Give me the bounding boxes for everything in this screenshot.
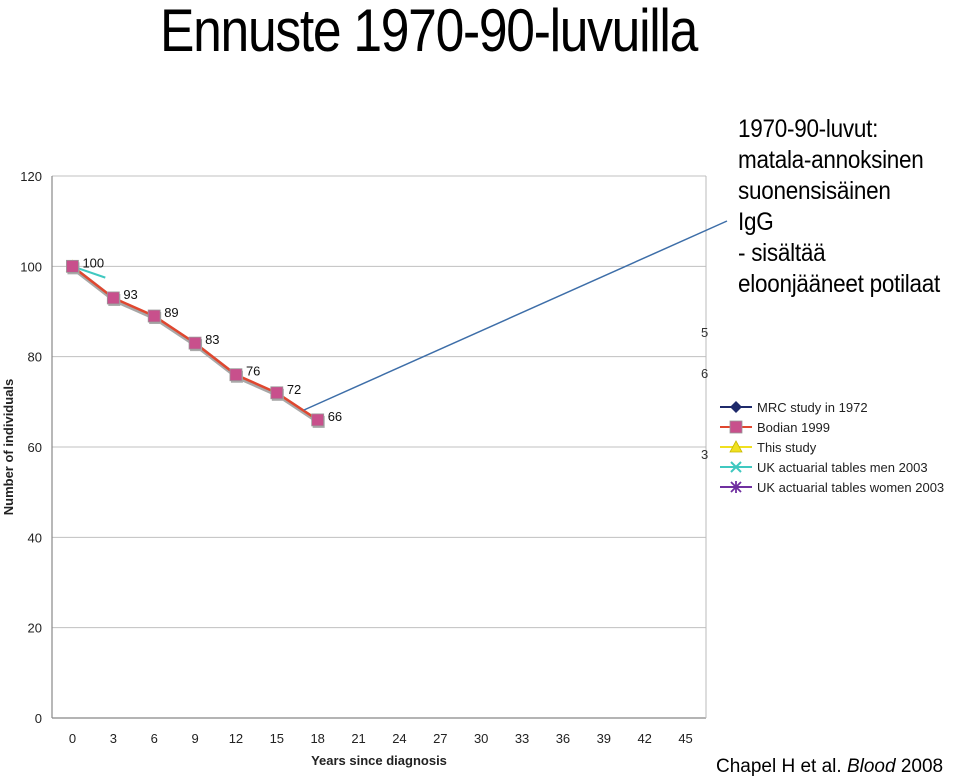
y-tick-label: 40 [28,530,42,545]
citation-journal: Blood [846,756,896,777]
data-point [147,309,161,323]
slide-title: Ennuste 1970-90-luvuilla [160,0,698,64]
citation-authors: Chapel H et al. [716,756,847,777]
citation-year: 2008 [895,756,944,777]
x-tick-label: 0 [69,731,76,746]
legend-marker [729,440,743,453]
y-tick-label: 120 [20,169,42,184]
data-label: 66 [328,409,342,424]
legend-label: Bodian 1999 [757,420,830,435]
note-line: - sisältää [738,239,826,267]
y-tick-label: 0 [35,711,42,726]
x-tick-label: 45 [678,731,692,746]
legend-marker [730,481,742,493]
data-label: 93 [123,287,137,302]
axes [51,176,707,719]
gridlines [52,175,706,629]
x-tick-label: 24 [392,731,406,746]
x-axis-title: Years since diagnosis [311,753,447,768]
data-point [188,336,202,350]
x-tick-label: 27 [433,731,447,746]
x-tick-label: 12 [229,731,243,746]
legend-label: This study [757,440,817,455]
legend-label: UK actuarial tables women 2003 [757,480,944,495]
series [65,259,325,428]
legend-item: UK actuarial tables men 2003 [720,460,928,475]
note-line: IgG [738,208,774,236]
data-point [106,291,120,305]
legend-item: This study [720,440,817,455]
data-label: 89 [164,305,178,320]
data-label: 100 [82,255,104,270]
data-point [66,259,79,273]
x-tick-label: 9 [191,731,198,746]
x-tick-label: 3 [110,731,117,746]
x-tick-label: 33 [515,731,529,746]
x-tick-label: 36 [556,731,570,746]
y-tick-label: 60 [28,440,42,455]
edge-fragment: 6 [701,366,708,381]
legend-label: MRC study in 1972 [757,400,868,415]
legend-item: Bodian 1999 [720,420,830,435]
y-tick-label: 80 [28,350,42,365]
note-line: 1970-90-luvut: [738,115,879,143]
edge-fragments: 5 6 3 [701,325,708,462]
x-tick-labels: 0 3 6 9 12 15 18 21 24 27 30 33 36 39 42 45 [69,731,693,746]
citation: Chapel H et al. Blood 2008 [716,756,943,778]
y-axis-title: Number of individuals [1,379,16,516]
data-point [229,368,243,382]
data-labels: 100 93 89 83 76 72 66 [82,255,342,424]
note-line: eloonjääneet potilaat [738,270,941,298]
data-point [311,413,325,427]
note-line: suonensisäinen [738,177,891,205]
legend-item: MRC study in 1972 [720,400,868,415]
annotation-line [303,220,728,411]
y-tick-label: 100 [20,259,42,274]
x-tick-label: 21 [351,731,365,746]
legend-item: UK actuarial tables women 2003 [720,480,944,495]
legend-marker [730,461,742,473]
legend-marker [729,420,743,434]
note-text: 1970-90-luvut: matala-annoksinen suonens… [738,114,940,300]
legend: MRC study in 1972 Bodian 1999 This study UK… [720,400,944,495]
legend-label: UK actuarial tables men 2003 [757,460,928,475]
y-tick-labels: 0 20 40 60 80 100 120 [20,169,42,726]
x-tick-label: 18 [310,731,324,746]
data-point [270,386,284,400]
x-tick-label: 42 [637,731,651,746]
note-line: matala-annoksinen [738,146,924,174]
data-label: 83 [205,332,219,347]
legend-marker [730,401,742,413]
y-tick-label: 20 [28,621,42,636]
data-label: 76 [246,364,260,379]
x-tick-label: 6 [151,731,158,746]
edge-fragment: 3 [701,447,708,462]
edge-fragment: 5 [701,325,708,340]
x-tick-label: 39 [597,731,611,746]
x-tick-label: 30 [474,731,488,746]
data-label: 72 [287,382,301,397]
x-tick-label: 15 [270,731,284,746]
